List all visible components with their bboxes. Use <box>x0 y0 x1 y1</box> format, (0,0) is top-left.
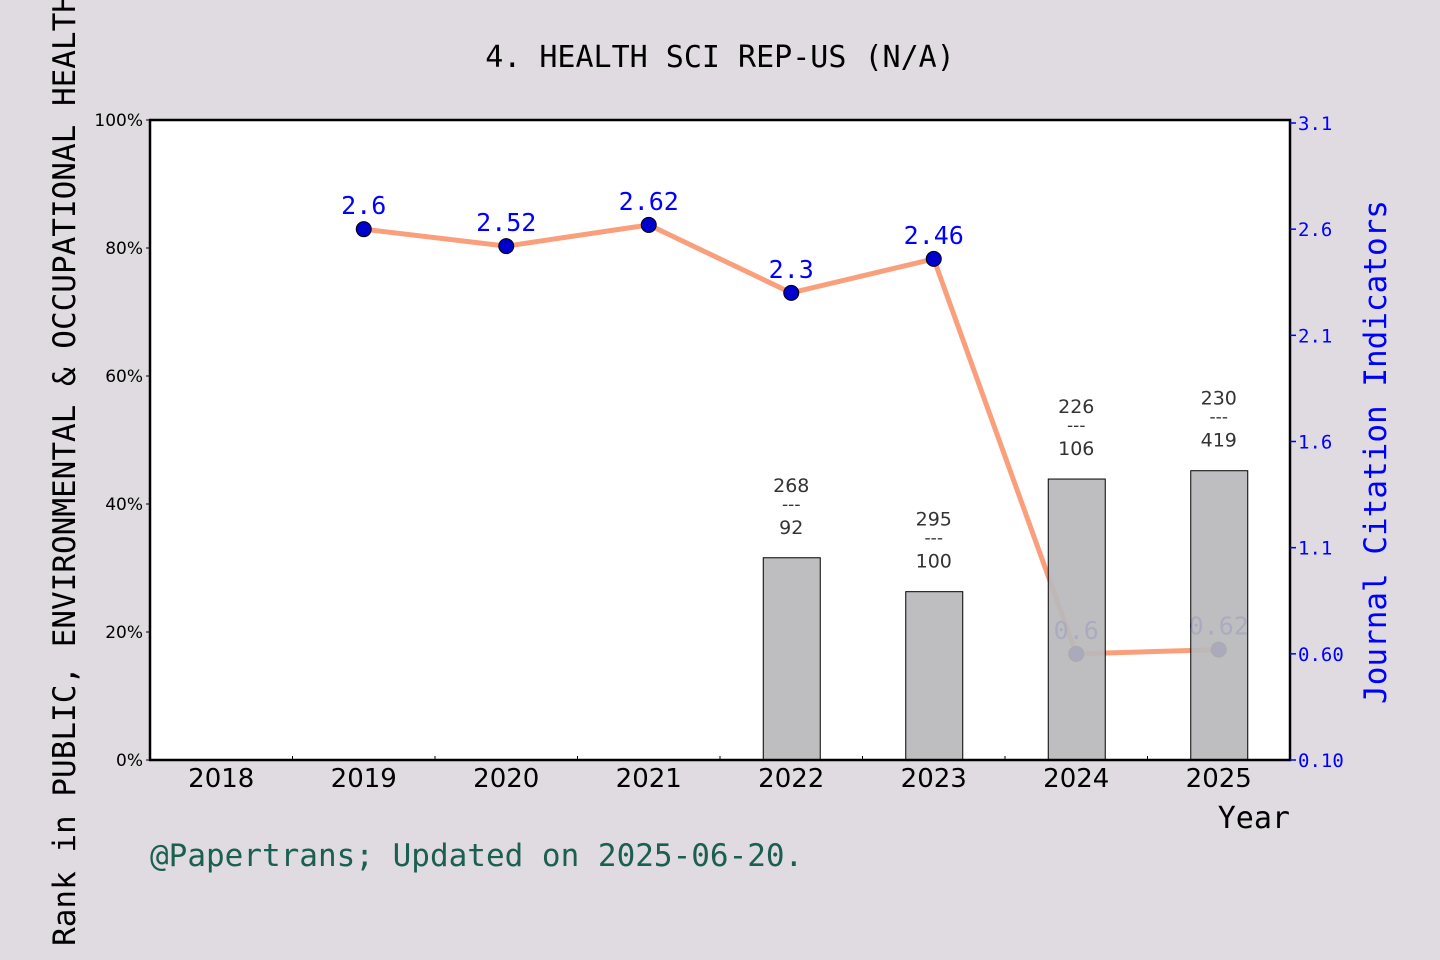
right-tick-label: 1.1 <box>1298 538 1332 560</box>
jci-point <box>640 216 657 233</box>
x-tick-label: 2024 <box>1043 764 1109 794</box>
rank-bar <box>905 591 964 761</box>
right-tick-label: 2.6 <box>1298 219 1332 241</box>
rank-bar <box>1190 470 1249 761</box>
left-tick-label: 60% <box>105 367 143 387</box>
jci-value-label: 2.6 <box>341 191 386 220</box>
right-axis-label: Journal Citation Indicators <box>1358 200 1394 704</box>
bar-label-bottom: 106 <box>1058 438 1094 460</box>
jci-value-label: 2.3 <box>769 255 814 284</box>
bar-label-top: 230 <box>1201 388 1237 410</box>
jci-value-label: 2.46 <box>904 221 964 250</box>
x-tick-label: 2025 <box>1186 764 1252 794</box>
bar-label-bottom: 100 <box>916 551 952 573</box>
bar-label-separator: --- <box>782 495 800 515</box>
x-tick-label: 2020 <box>473 764 539 794</box>
jci-point <box>783 284 800 301</box>
left-tick-label: 80% <box>105 239 143 259</box>
right-tick-label: 3.1 <box>1298 113 1332 135</box>
jci-value-label: 2.52 <box>476 208 536 237</box>
bar-label-top: 226 <box>1058 396 1094 418</box>
x-tick-label: 2021 <box>616 764 682 794</box>
x-axis-label: Year <box>1218 801 1290 836</box>
footer-credit: @Papertrans; Updated on 2025-06-20. <box>150 838 803 874</box>
x-tick-label: 2023 <box>901 764 967 794</box>
rank-bar <box>762 557 821 761</box>
jci-point <box>498 238 515 255</box>
left-axis-label: Rank in PUBLIC, ENVIRONMENTAL & OCCUPATI… <box>47 0 83 946</box>
jci-point <box>355 221 372 238</box>
bar-label-bottom: 92 <box>779 517 803 539</box>
right-tick-label: 0.60 <box>1298 644 1344 666</box>
bar-label-separator: --- <box>925 529 943 549</box>
jci-value-label: 2.62 <box>619 187 679 216</box>
bar-label-separator: --- <box>1067 416 1085 436</box>
left-tick-label: 100% <box>94 111 143 131</box>
bar-label-bottom: 419 <box>1201 430 1237 452</box>
x-tick-label: 2018 <box>188 764 254 794</box>
bar-label-top: 295 <box>916 509 952 531</box>
bar-label-top: 268 <box>773 475 809 497</box>
bar-label-separator: --- <box>1210 408 1228 428</box>
left-tick-label: 20% <box>105 623 143 643</box>
x-tick-label: 2019 <box>331 764 397 794</box>
rank-bar <box>1047 478 1106 761</box>
right-tick-label: 2.1 <box>1298 325 1332 347</box>
right-tick-label: 1.6 <box>1298 432 1332 454</box>
x-tick-label: 2022 <box>758 764 824 794</box>
right-tick-label: 0.10 <box>1298 750 1344 772</box>
chart-title: 4. HEALTH SCI REP-US (N/A) <box>485 40 955 75</box>
left-tick-label: 40% <box>105 495 143 515</box>
left-tick-label: 0% <box>116 751 143 771</box>
jci-point <box>925 250 942 267</box>
plot-area <box>150 120 1290 760</box>
